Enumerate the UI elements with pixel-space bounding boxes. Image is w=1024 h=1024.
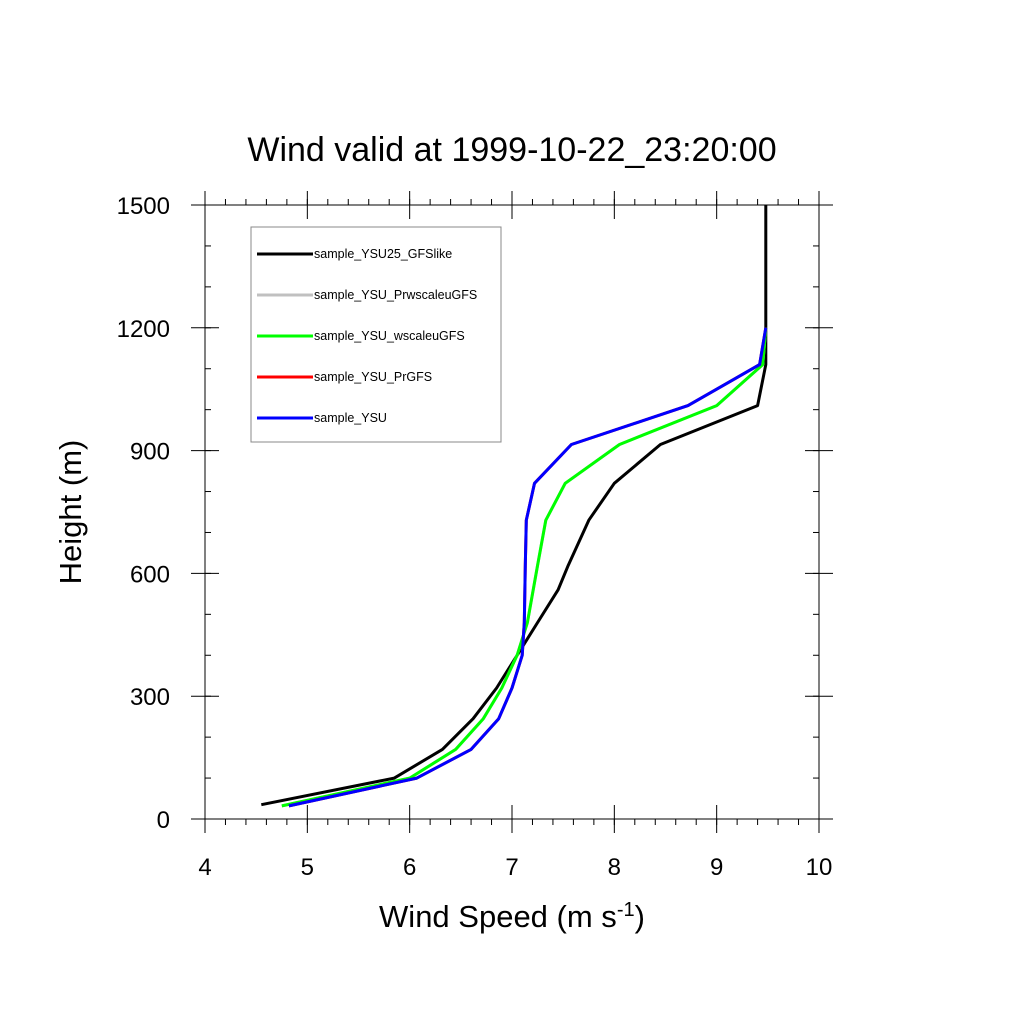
legend-label: sample_YSU_PrGFS bbox=[314, 370, 432, 384]
y-tick-label: 1200 bbox=[117, 316, 170, 343]
x-tick-labels: 4 5 6 7 8 9 10 bbox=[198, 854, 832, 881]
y-tick-label: 0 bbox=[157, 807, 170, 834]
series-line-sample_YSU_wscaleuGFS bbox=[281, 327, 768, 808]
series-line-sample_YSU25_GFSlike bbox=[261, 205, 768, 807]
x-axis-label-main: Wind Speed (m s bbox=[379, 899, 617, 934]
x-axis-label: Wind Speed (m s-1) bbox=[379, 899, 645, 934]
y-tick-label: 600 bbox=[130, 561, 170, 588]
x-tick-label: 10 bbox=[806, 854, 833, 881]
chart-title: Wind valid at 1999-10-22_23:20:00 bbox=[247, 131, 776, 169]
y-tick-labels: 0 300 600 900 1200 1500 bbox=[117, 193, 170, 834]
major-ticks bbox=[191, 191, 833, 833]
x-tick-label: 7 bbox=[505, 854, 518, 881]
legend-items: sample_YSU25_GFSlike sample_YSU_Prwscaleu… bbox=[257, 247, 477, 425]
x-axis-label-sup: -1 bbox=[617, 899, 635, 921]
y-axis-label: Height (m) bbox=[53, 440, 88, 585]
legend-label: sample_YSU bbox=[314, 411, 387, 425]
y-tick-label: 900 bbox=[130, 439, 170, 466]
x-tick-label: 9 bbox=[710, 854, 723, 881]
x-tick-label: 4 bbox=[198, 854, 211, 881]
x-tick-label: 6 bbox=[403, 854, 416, 881]
legend: sample_YSU25_GFSlike sample_YSU_Prwscaleu… bbox=[250, 226, 502, 443]
legend-label: sample_YSU_wscaleuGFS bbox=[314, 329, 465, 343]
series-lines bbox=[261, 205, 768, 808]
x-tick-label: 8 bbox=[608, 854, 621, 881]
y-tick-label: 1500 bbox=[117, 193, 170, 220]
series-line-sample_YSU bbox=[288, 327, 768, 808]
legend-label: sample_YSU25_GFSlike bbox=[314, 247, 452, 261]
x-axis-label-end: ) bbox=[635, 899, 645, 934]
plot-area: 4 5 6 7 8 9 10 0 300 600 900 1200 1500 bbox=[117, 191, 833, 881]
x-tick-label: 5 bbox=[301, 854, 314, 881]
y-tick-label: 300 bbox=[130, 684, 170, 711]
legend-label: sample_YSU_PrwscaleuGFS bbox=[314, 288, 477, 302]
